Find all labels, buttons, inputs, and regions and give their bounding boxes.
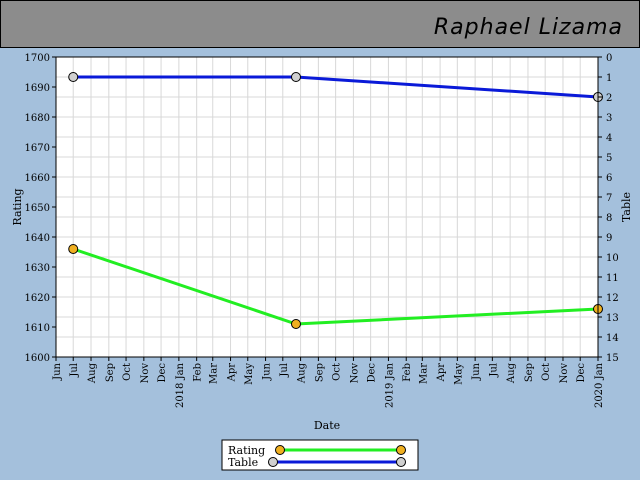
- y-tick-label: 1630: [25, 263, 50, 274]
- y-axis-label: Rating: [11, 188, 24, 225]
- y2-axis-label: Table: [620, 192, 633, 222]
- y2-tick-label: 3: [606, 113, 612, 124]
- x-tick-label: Dec: [576, 363, 587, 383]
- x-tick-label: Nov: [349, 363, 360, 384]
- x-tick-label: Aug: [506, 362, 517, 384]
- y-axis-ticks: 1600 1610 1620 1630 1640 1650 1660 1670 1680 1690…: [25, 53, 56, 364]
- x-tick-label: Oct: [122, 363, 133, 381]
- y2-tick-label: 1: [606, 73, 612, 84]
- x-axis-ticks: Jun Jul Aug Sep Oct Nov Dec 2018 Jan Feb Mar Apr Ma…: [52, 357, 605, 408]
- rating-point: [290, 319, 301, 329]
- y2-tick-label: 10: [606, 253, 619, 264]
- x-tick-label: Oct: [541, 363, 552, 381]
- plot-area: [56, 57, 598, 357]
- x-tick-label: May: [453, 363, 464, 385]
- x-tick-label: 2019 Jan: [384, 362, 395, 408]
- x-tick-label: Mar: [418, 363, 429, 384]
- series-layer: [68, 72, 603, 329]
- x-tick-label: 2018 Jan: [175, 362, 186, 408]
- legend-marker-rating: [396, 445, 406, 455]
- x-tick-label: 2020 Jan: [594, 362, 605, 408]
- x-tick-label: Jul: [488, 363, 499, 378]
- y-tick-label: 1610: [25, 323, 50, 334]
- y-tick-label: 1660: [25, 173, 50, 184]
- x-tick-label: Dec: [157, 363, 168, 383]
- y2-tick-label: 6: [606, 173, 612, 184]
- x-tick-label: Sep: [105, 363, 116, 382]
- y2-tick-label: 8: [606, 213, 612, 224]
- y-tick-label: 1670: [25, 143, 50, 154]
- y2-tick-label: 4: [606, 133, 612, 144]
- x-tick-label: Jun: [471, 362, 482, 380]
- legend-marker-rating: [275, 445, 285, 455]
- x-tick-label: Apr: [436, 363, 447, 383]
- x-tick-label: Nov: [140, 363, 151, 384]
- x-tick-label: Jul: [279, 363, 290, 378]
- x-tick-label: Mar: [209, 363, 220, 384]
- y2-tick-label: 15: [606, 353, 619, 364]
- header-bar: Raphael Lizama: [0, 0, 640, 48]
- x-tick-label: May: [244, 363, 255, 385]
- y-tick-label: 1690: [25, 83, 50, 94]
- x-tick-label: Sep: [314, 363, 325, 382]
- y-tick-label: 1640: [25, 233, 50, 244]
- y2-tick-label: 12: [606, 293, 619, 304]
- y-tick-label: 1620: [25, 293, 50, 304]
- x-tick-label: Jun: [262, 362, 273, 380]
- y-tick-label: 1600: [25, 353, 50, 364]
- y2-tick-label: 11: [606, 273, 619, 284]
- x-tick-label: Oct: [332, 363, 343, 381]
- table-point: [290, 72, 301, 82]
- legend-box: [221, 439, 419, 471]
- y-tick-label: 1650: [25, 203, 50, 214]
- x-tick-label: Feb: [193, 363, 204, 382]
- y2-tick-label: 14: [606, 333, 619, 344]
- x-tick-label: Feb: [402, 363, 413, 382]
- x-tick-label: Dec: [367, 363, 378, 383]
- legend-marker-table: [396, 457, 406, 467]
- rating-point: [68, 244, 79, 254]
- y-tick-label: 1680: [25, 113, 50, 124]
- y2-tick-label: 5: [606, 153, 612, 164]
- x-axis-label: Date: [314, 419, 340, 432]
- y2-tick-label: 2: [606, 93, 612, 104]
- x-tick-label: Aug: [87, 362, 98, 384]
- x-tick-label: Sep: [524, 363, 535, 382]
- legend-label-table: Table: [228, 456, 258, 469]
- x-tick-label: Apr: [227, 363, 238, 383]
- player-name: Raphael Lizama: [433, 15, 623, 40]
- x-tick-label: Jul: [69, 363, 80, 378]
- x-tick-label: Aug: [297, 362, 308, 384]
- table-point: [68, 72, 79, 82]
- y2-tick-label: 0: [606, 53, 612, 64]
- y-tick-label: 1700: [25, 53, 50, 64]
- legend-label-rating: Rating: [228, 444, 265, 457]
- y2-tick-label: 7: [606, 193, 612, 204]
- x-tick-label: Nov: [559, 363, 570, 384]
- legend-marker-table: [268, 457, 278, 467]
- y2-tick-label: 9: [606, 233, 612, 244]
- y2-tick-label: 13: [606, 313, 619, 324]
- x-tick-label: Jun: [52, 362, 63, 380]
